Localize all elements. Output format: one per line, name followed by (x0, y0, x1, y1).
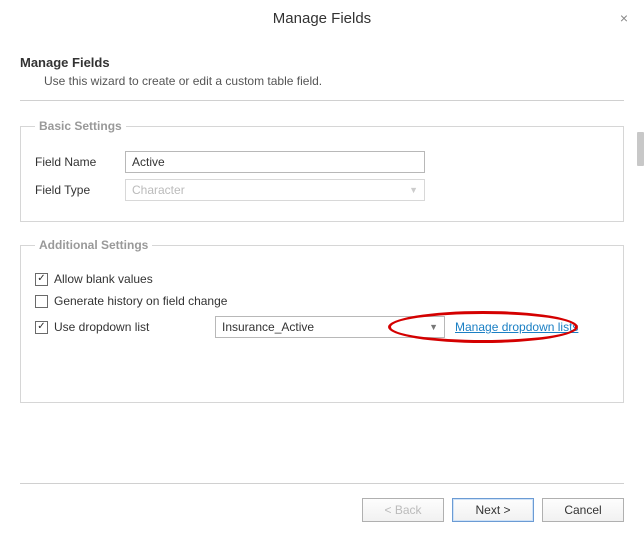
wizard-subtext: Use this wizard to create or edit a cust… (44, 74, 624, 88)
close-icon[interactable]: × (620, 10, 628, 26)
separator (20, 100, 624, 101)
button-row: < Back Next > Cancel (20, 498, 624, 522)
chevron-down-icon: ▼ (409, 185, 418, 195)
use-dropdown-label: Use dropdown list (54, 320, 149, 334)
footer-separator (20, 483, 624, 484)
field-type-select: Character ▼ (125, 179, 425, 201)
next-button[interactable]: Next > (452, 498, 534, 522)
wizard-heading: Manage Fields (20, 55, 624, 70)
dialog-title: Manage Fields (273, 10, 371, 27)
scrollbar-thumb[interactable] (637, 132, 644, 166)
dropdown-list-select[interactable]: Insurance_Active ▼ (215, 316, 445, 338)
basic-settings-group: Basic Settings Field Name Field Type Cha… (20, 119, 624, 222)
additional-settings-group: Additional Settings ✓ Allow blank values… (20, 238, 624, 403)
generate-history-checkbox[interactable] (35, 295, 48, 308)
generate-history-label: Generate history on field change (54, 294, 227, 308)
allow-blank-checkbox[interactable]: ✓ (35, 273, 48, 286)
field-name-label: Field Name (35, 155, 125, 169)
use-dropdown-checkbox[interactable]: ✓ (35, 321, 48, 334)
basic-settings-legend: Basic Settings (35, 119, 126, 133)
title-bar: Manage Fields × (0, 0, 644, 35)
dropdown-list-value: Insurance_Active (222, 320, 314, 334)
back-button: < Back (362, 498, 444, 522)
chevron-down-icon: ▼ (429, 322, 438, 332)
additional-settings-legend: Additional Settings (35, 238, 152, 252)
field-name-input[interactable] (125, 151, 425, 173)
cancel-button[interactable]: Cancel (542, 498, 624, 522)
manage-dropdown-lists-link[interactable]: Manage dropdown lists (455, 320, 578, 334)
allow-blank-label: Allow blank values (54, 272, 153, 286)
field-type-label: Field Type (35, 183, 125, 197)
field-type-value: Character (132, 183, 185, 197)
